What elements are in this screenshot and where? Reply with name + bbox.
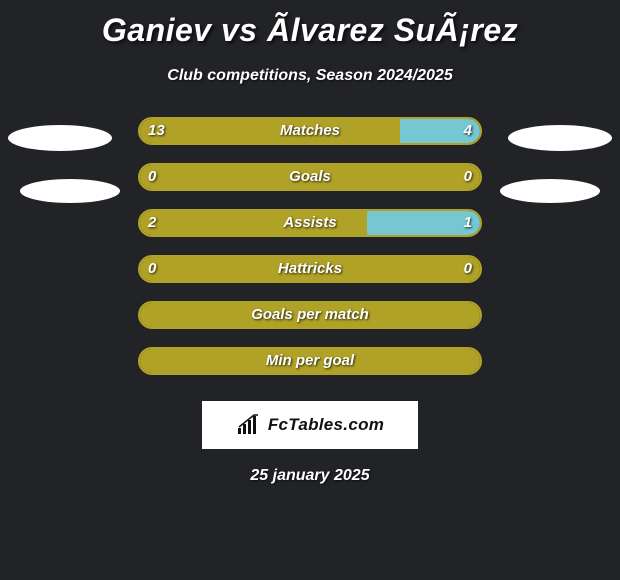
stat-label: Assists [138,209,482,237]
stat-row: 21Assists [0,209,620,255]
stat-label: Goals [138,163,482,191]
stat-label: Matches [138,117,482,145]
stat-label: Min per goal [138,347,482,375]
page-title: Ganiev vs Ãlvarez SuÃ¡rez [0,0,620,49]
subtitle: Club competitions, Season 2024/2025 [0,67,620,85]
player-photo-placeholder [8,125,112,151]
snapshot-date: 25 january 2025 [0,467,620,485]
source-badge-text: FcTables.com [268,415,384,435]
comparison-chart: 134Matches00Goals21Assists00HattricksGoa… [0,117,620,393]
stat-label: Hattricks [138,255,482,283]
stat-label: Goals per match [138,301,482,329]
stat-row: 00Hattricks [0,255,620,301]
player-photo-placeholder [508,125,612,151]
fctables-icon [236,414,262,436]
player-photo-placeholder [20,179,120,203]
stat-row: Min per goal [0,347,620,393]
stat-row: Goals per match [0,301,620,347]
player-photo-placeholder [500,179,600,203]
source-badge: FcTables.com [202,401,418,449]
